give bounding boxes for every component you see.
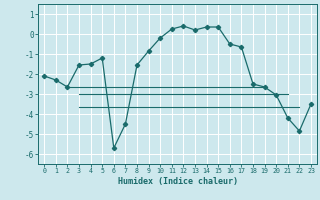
X-axis label: Humidex (Indice chaleur): Humidex (Indice chaleur) xyxy=(118,177,238,186)
